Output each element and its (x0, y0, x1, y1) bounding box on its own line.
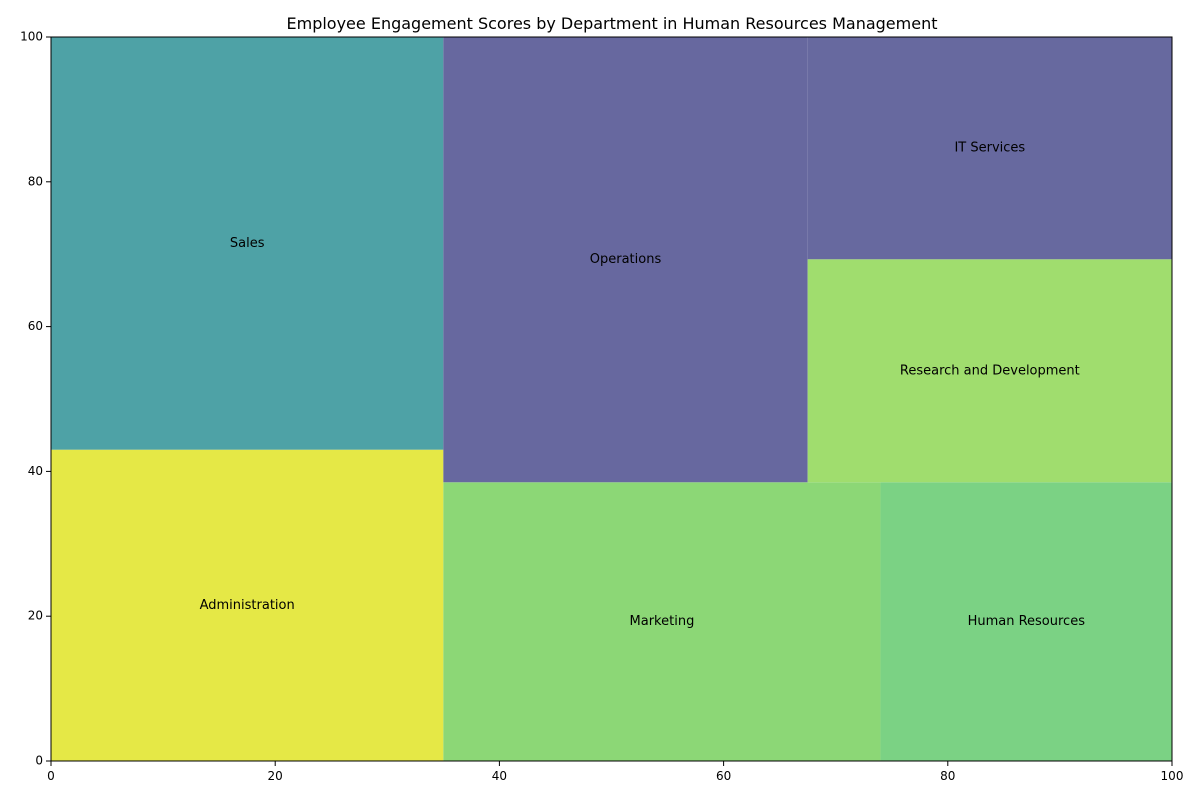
y-tick-label: 20 (28, 609, 43, 623)
treemap-cells (51, 37, 1172, 761)
treemap-cell-sales (51, 37, 444, 450)
cell-label-sales: Sales (230, 236, 265, 251)
plot-frame (50, 36, 1173, 762)
cell-label-operations: Operations (590, 252, 662, 267)
x-tick-label: 0 (47, 769, 55, 783)
y-tick-label: 100 (20, 30, 43, 44)
treemap-labels: Administration Sales Marketing Human Resour… (200, 141, 1086, 629)
treemap-cell-marketing (443, 482, 881, 761)
cell-label-human-resources: Human Resources (968, 614, 1086, 629)
x-tick-label: 100 (1161, 769, 1184, 783)
x-axis: 0 20 40 60 80 100 (47, 761, 1183, 783)
cell-label-research-and-development: Research and Development (900, 363, 1080, 378)
cell-label-marketing: Marketing (630, 614, 695, 629)
y-axis: 0 20 40 60 80 100 (20, 30, 51, 768)
treemap-cell-administration (51, 449, 444, 761)
treemap-cell-it-services (807, 37, 1172, 260)
treemap-cell-human-resources (880, 482, 1172, 761)
x-tick-label: 80 (940, 769, 955, 783)
y-tick-label: 80 (28, 174, 43, 188)
x-tick-label: 60 (716, 769, 731, 783)
treemap-cell-research-and-development (807, 259, 1172, 483)
y-tick-label: 60 (28, 319, 43, 333)
y-tick-label: 0 (35, 754, 43, 768)
cell-label-it-services: IT Services (954, 141, 1025, 156)
x-tick-label: 20 (268, 769, 283, 783)
chart-title: Employee Engagement Scores by Department… (287, 14, 938, 33)
cell-label-administration: Administration (200, 598, 295, 613)
y-tick-label: 40 (28, 464, 43, 478)
x-tick-label: 40 (492, 769, 507, 783)
treemap-cell-operations (443, 37, 808, 483)
